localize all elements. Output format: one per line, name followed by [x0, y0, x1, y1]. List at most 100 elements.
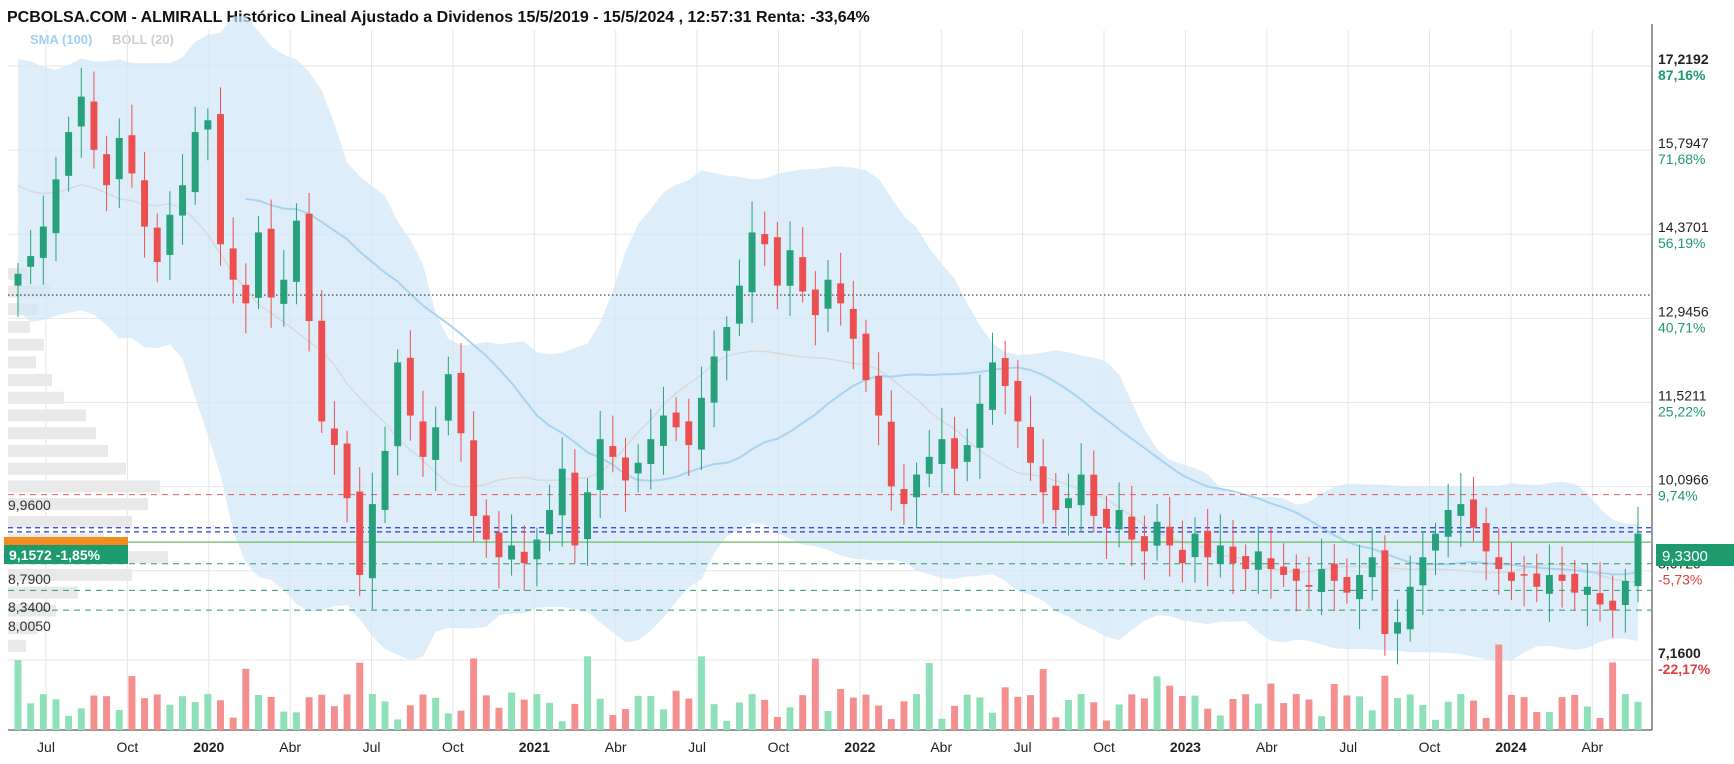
volume-bar [1381, 675, 1389, 730]
volume-bar [292, 712, 300, 730]
volume-bar [520, 699, 528, 730]
candle-body [305, 213, 313, 322]
volume-bar [634, 695, 642, 730]
volume-bar [1419, 705, 1427, 730]
candle-body [533, 539, 541, 560]
volume-bar [1027, 695, 1034, 730]
x-tick-label: Abr [1256, 739, 1278, 755]
x-tick-label: Jul [1014, 739, 1032, 755]
volume-bar [204, 694, 212, 730]
candle-body [1381, 550, 1389, 635]
volume-bar [1242, 694, 1250, 730]
candle-body [761, 234, 769, 245]
volume-bar [1191, 695, 1199, 730]
candle-body [27, 256, 35, 267]
volume-bar [394, 719, 402, 730]
profile-bar [8, 391, 64, 404]
legend-boll[interactable]: BOLL (20) [112, 32, 174, 47]
candle-body [1267, 558, 1275, 570]
volume-bar [1571, 694, 1579, 730]
volume-bar [1444, 701, 1452, 730]
volume-bar [267, 696, 275, 730]
candle-body [1102, 508, 1110, 528]
candle-body [1545, 574, 1553, 594]
candle-body [495, 532, 503, 558]
candle-body [1533, 573, 1541, 587]
y-tick-pct: 71,68% [1658, 151, 1705, 167]
candle-body [103, 154, 111, 186]
level-label-4: 8,0050 [8, 618, 51, 634]
candle-body [406, 357, 414, 416]
candle-body [179, 185, 187, 216]
candle-body [1482, 523, 1490, 552]
volume-bar [1039, 669, 1047, 730]
volume-bar [1507, 694, 1515, 730]
candle-body [685, 421, 693, 446]
volume-bar [900, 701, 908, 730]
x-tick-label: 2024 [1495, 739, 1526, 755]
volume-bar [1153, 676, 1161, 730]
volume-bar [938, 718, 946, 730]
volume-bar [647, 695, 655, 730]
volume-bar [229, 717, 237, 730]
volume-bar [913, 694, 921, 730]
volume-bar [457, 710, 465, 730]
volume-bar [242, 668, 250, 730]
volume-bar [179, 696, 187, 730]
volume-bar [786, 707, 794, 730]
candle-body [875, 375, 883, 416]
candle-body [1330, 563, 1338, 581]
candle-body [1596, 593, 1604, 605]
candle-body [1432, 533, 1439, 551]
candle-body [951, 438, 959, 469]
candle-body [217, 114, 224, 245]
profile-bar [8, 374, 52, 387]
candle-body [1242, 556, 1250, 570]
volume-bar [166, 704, 174, 730]
volume-bar [217, 700, 224, 730]
x-tick-label: 2023 [1170, 739, 1201, 755]
y-tick-pct: -22,17% [1658, 661, 1711, 677]
candle-body [584, 492, 592, 540]
candle-body [697, 397, 705, 450]
candle-body [1128, 516, 1136, 540]
volume-bar [761, 699, 769, 730]
candle-body [558, 468, 566, 516]
profile-bar [8, 338, 44, 351]
profile-bar [8, 320, 30, 333]
x-tick-label: Abr [1581, 739, 1603, 755]
level-label-2: 8,7900 [8, 571, 51, 587]
x-tick-label: Oct [1419, 739, 1441, 755]
x-tick-label: 2021 [519, 739, 550, 755]
candle-body [811, 289, 819, 316]
volume-bar [622, 709, 629, 730]
profile-bar [8, 444, 108, 457]
candle-body [1204, 530, 1212, 558]
candle-body [330, 428, 338, 446]
volume-bar [773, 716, 781, 730]
profile-bar [8, 568, 132, 581]
volume-bar [596, 698, 604, 730]
volume-bar [584, 656, 592, 730]
candle-body [115, 137, 123, 180]
volume-bar [1077, 694, 1085, 730]
profile-bar [8, 515, 132, 528]
bollinger-band [17, 15, 1639, 661]
candle-body [280, 279, 288, 304]
volume-bar [609, 715, 617, 730]
legend-sma[interactable]: SMA (100) [30, 32, 92, 47]
candle-body [1305, 584, 1313, 587]
candle-body [1166, 526, 1174, 546]
candle-body [394, 362, 402, 447]
volume-bar [128, 676, 136, 730]
candle-body [1115, 510, 1123, 530]
volume-bar [1292, 694, 1300, 730]
candle-body [546, 510, 554, 535]
volume-bar [533, 694, 541, 730]
x-tick-label: Abr [605, 739, 627, 755]
volume-bar [1394, 697, 1402, 730]
volume-bar [875, 705, 883, 730]
profile-bar [8, 498, 148, 511]
candle-body [849, 308, 857, 339]
